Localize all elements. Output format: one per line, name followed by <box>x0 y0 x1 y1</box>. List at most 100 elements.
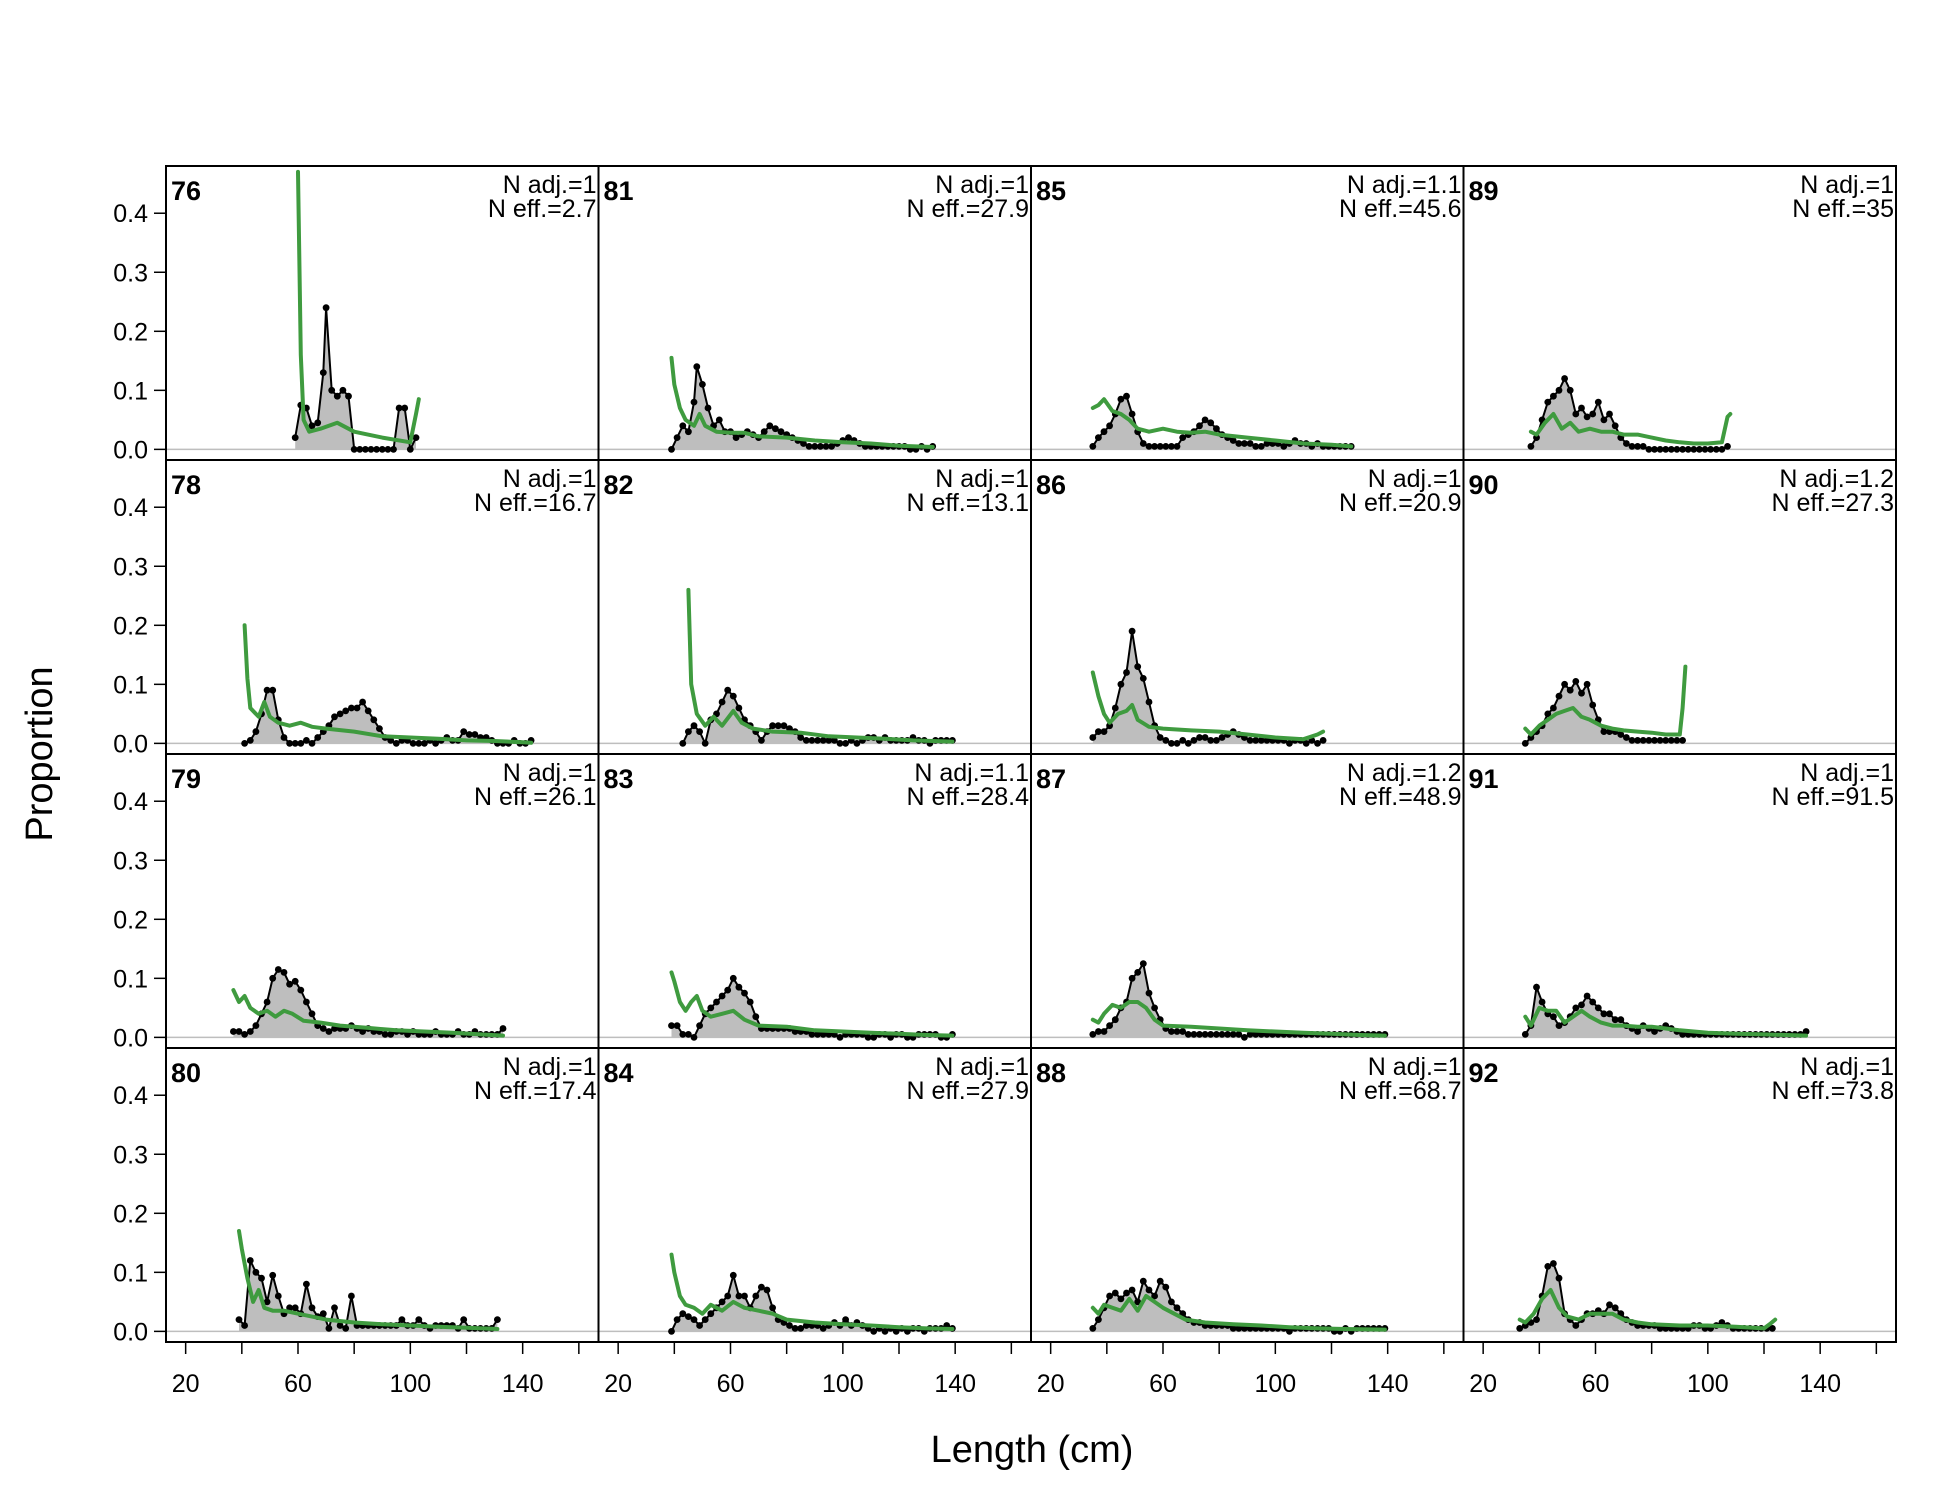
observed-point <box>1600 1010 1608 1018</box>
expected-line <box>1517 1288 1778 1331</box>
observed-point <box>1533 1316 1540 1323</box>
observed-point <box>1134 969 1142 976</box>
observed-point <box>415 1316 423 1323</box>
observed-area <box>1092 396 1352 450</box>
observed-point <box>1555 1022 1563 1029</box>
observed-point <box>1235 1031 1243 1038</box>
observed-point <box>241 1322 249 1329</box>
panel-border <box>1462 1047 1897 1343</box>
observed-point <box>1555 1274 1563 1282</box>
observed-point <box>1235 1325 1243 1332</box>
observed-point <box>1224 1031 1231 1038</box>
axes-group: 0.0 0.1 0.2 0.3 0.4 0.0 0.1 0.2 0.3 0.4 0.0 0.1 0.2 0… <box>113 200 1878 1398</box>
observed-point <box>401 404 409 412</box>
observed-point <box>724 1292 732 1300</box>
observed-point <box>800 440 807 447</box>
observed-point <box>701 1316 709 1323</box>
y-tick-label: 0.2 <box>113 612 148 640</box>
observed-point <box>1617 731 1625 738</box>
observed-point <box>1089 1325 1097 1332</box>
panel-81: 81 N adj.=1N eff.=27.9 <box>597 165 1032 461</box>
x-tick-label: 20 <box>172 1370 200 1398</box>
observed-point <box>291 434 299 441</box>
observed-point <box>314 419 322 427</box>
observed-point <box>1173 740 1181 747</box>
expected-line <box>1523 664 1688 737</box>
n-adj-label: N adj.=1.1 <box>914 759 1029 787</box>
observed-point <box>774 722 782 730</box>
observed-point <box>735 704 743 712</box>
observed-point <box>1207 737 1215 744</box>
observed-point <box>1196 422 1203 430</box>
observed-point <box>1156 443 1164 450</box>
observed-point <box>241 1031 249 1038</box>
y-tick-label: 0.1 <box>113 377 148 405</box>
observed-point <box>1583 992 1591 1000</box>
observed-point <box>1168 443 1175 450</box>
observed-point <box>1229 1325 1237 1332</box>
observed-point <box>1213 1031 1220 1038</box>
observed-point <box>668 1328 675 1335</box>
observed-point <box>679 740 687 747</box>
n-adj-label: N adj.=1.1 <box>1347 171 1462 199</box>
observed-point <box>1168 740 1175 747</box>
observed-point <box>1241 440 1248 447</box>
x-tick-label: 100 <box>389 1370 431 1398</box>
observed-point <box>758 1283 765 1291</box>
observed-point <box>269 1271 277 1279</box>
observed-point <box>460 728 468 735</box>
observed-point <box>1707 446 1714 453</box>
observed-point <box>235 1028 243 1035</box>
y-tick-label: 0.2 <box>113 1200 148 1228</box>
observed-point <box>1314 740 1321 747</box>
panel-year-label: 89 <box>1469 176 1499 206</box>
observed-point <box>685 728 692 735</box>
observed-point <box>831 737 838 744</box>
observed-point <box>802 737 810 744</box>
observed-point <box>460 1316 468 1323</box>
observed-point <box>1201 1031 1209 1038</box>
observed-point <box>1106 422 1113 430</box>
observed-point <box>1117 1295 1125 1303</box>
panel-84: 84 N adj.=1N eff.=27.9 <box>597 1047 1032 1343</box>
observed-point <box>1701 446 1709 453</box>
observed-point <box>1589 410 1597 418</box>
observed-point <box>1550 704 1557 712</box>
observed-point <box>1117 395 1125 403</box>
observed-point <box>718 992 726 1000</box>
observed-point <box>1123 669 1130 676</box>
observed-point <box>1628 737 1636 744</box>
panel-83: 83 N adj.=1.1N eff.=28.4 <box>597 753 1032 1049</box>
observed-point <box>1123 1289 1130 1297</box>
observed-point <box>1578 404 1585 412</box>
observed-point <box>685 1031 692 1038</box>
observed-point <box>853 740 861 747</box>
observed-point <box>1168 1298 1175 1306</box>
observed-point <box>1179 1028 1187 1035</box>
n-adj-label: N adj.=1 <box>1800 759 1894 787</box>
observed-point <box>1089 443 1097 450</box>
observed-point <box>252 1268 260 1276</box>
observed-point <box>1162 1283 1170 1291</box>
observed-point <box>331 713 338 721</box>
observed-point <box>1561 375 1568 382</box>
observed-point <box>780 722 788 730</box>
observed-point <box>685 428 692 436</box>
panel-plot-area <box>1463 664 1896 747</box>
observed-point <box>263 1298 271 1306</box>
observed-point <box>319 1310 327 1318</box>
observed-point <box>342 1325 350 1332</box>
observed-point <box>1139 1277 1147 1285</box>
observed-point <box>1151 1004 1158 1012</box>
observed-point <box>1128 410 1136 418</box>
y-tick-label: 0.2 <box>113 318 148 346</box>
observed-point <box>1111 1289 1119 1297</box>
observed-point <box>1151 1292 1158 1300</box>
observed-point <box>1145 989 1153 997</box>
observed-point <box>1302 740 1310 747</box>
observed-point <box>1634 443 1641 450</box>
observed-point <box>696 728 703 735</box>
panel-79: 79 N adj.=1N eff.=26.1 <box>165 753 600 1049</box>
observed-point <box>1606 1010 1613 1018</box>
observed-point <box>1572 1322 1580 1329</box>
